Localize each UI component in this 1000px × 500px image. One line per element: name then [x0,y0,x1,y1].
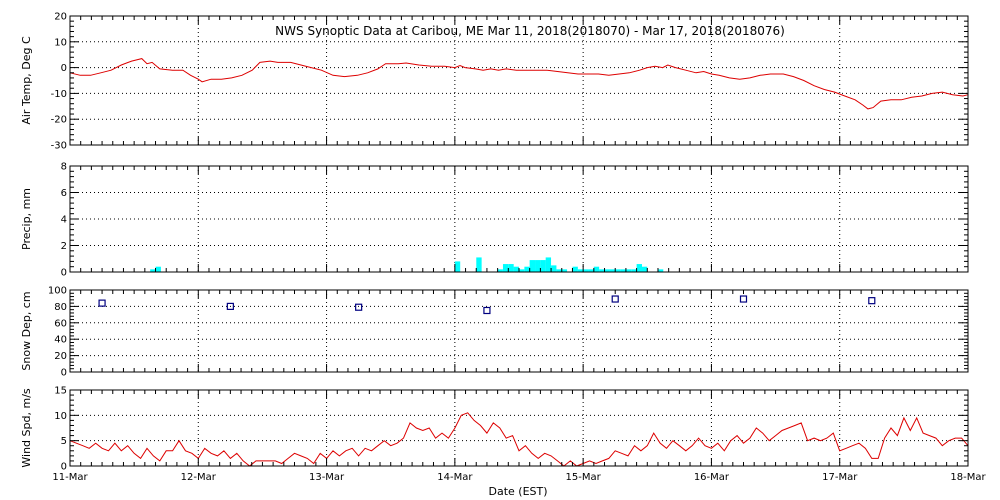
precip-bar [513,266,519,272]
y-tick-label: 0 [61,63,67,74]
snow-depth-point [355,303,363,311]
precip-bar [540,260,546,272]
precip-bar [155,266,161,272]
x-tick-label: 17-Mar [822,472,858,483]
precip-bar [577,269,584,272]
panel-frame [69,289,969,373]
precip-bar [561,269,568,272]
panel-precip: 0 2 4 6 8 Precip, mm [20,162,969,279]
precip-bar [588,269,594,272]
y-tick-label: 8 [61,162,67,173]
panel-snow-depth: 0 20 40 60 80 100 Snow Dep, cm [20,286,969,379]
air-temp-line [69,58,969,110]
precip-bar [572,266,578,272]
precip-bar [545,257,552,272]
y-tick-label: 0 [61,368,67,379]
air-temp-y-axis-label: Air Temp, Deg C [20,36,33,125]
chart-title: NWS Synoptic Data at Caribou, ME Mar 11,… [275,24,785,38]
x-tick-label: 13-Mar [309,472,345,483]
precip-bar [657,269,664,272]
y-tick-label: 4 [61,215,67,226]
precip-bar [535,260,541,272]
snow-depth-point [483,306,491,315]
precip-bar [497,269,503,272]
y-tick-label: -20 [51,115,67,126]
y-tick-label: 15 [54,386,67,397]
precip-bar [604,269,610,272]
y-tick-label: 60 [54,318,67,329]
precip-bar [593,266,600,272]
y-tick-label: 40 [54,335,67,346]
precip-bar [599,269,605,272]
x-tick-label: 16-Mar [694,472,730,483]
precip-bar [519,269,525,272]
snow-depth-point [868,297,876,305]
panel-air-temp: -30 -20 -10 0 10 20 Air Temp, Deg C [20,12,969,152]
y-tick-label: 80 [54,302,67,313]
snow-depth-y-axis-label: Snow Dep, cm [20,291,33,370]
precip-bar [476,257,482,272]
precip-bar [529,260,535,272]
x-tick-label: 11-Mar [52,472,88,483]
precip-bar [609,269,616,272]
wind-speed-line [69,412,969,467]
precip-bar [454,261,461,272]
precip-bar [615,269,621,272]
snow-depth-point [98,299,106,307]
y-tick-label: 2 [61,241,67,252]
x-tick-labels: 11-Mar 12-Mar 13-Mar 14-Mar 15-Mar 16-Mar 17-M… [52,472,986,483]
x-tick-label: 15-Mar [566,472,602,483]
y-tick-label: 20 [54,12,67,23]
snow-depth-point [226,302,234,310]
precip-bar [620,269,626,272]
precip-bar [636,264,642,272]
y-tick-label: 5 [61,436,67,447]
precip-y-axis-label: Precip, mm [20,188,33,250]
precip-bar [641,266,648,272]
precip-bar [150,269,156,272]
precip-bar [556,269,562,272]
y-tick-label: 6 [61,188,67,199]
y-tick-label: 10 [54,37,67,48]
precip-bar [524,266,530,272]
precip-bar [508,264,514,272]
precip-bar [502,264,509,272]
precip-bar [625,269,632,272]
snow-depth-point [611,295,619,303]
y-tick-label: 10 [54,411,67,422]
x-tick-label: 14-Mar [437,472,473,483]
precip-bar [551,265,557,272]
panels: -30 -20 -10 0 10 20 Air Temp, Deg C 0 2 4 6 8 Precip… [20,12,969,473]
wind-speed-y-axis-label: Wind Spd, m/s [20,388,33,468]
y-tick-label: -30 [51,141,67,152]
precip-bar [631,269,637,272]
y-tick-label: -10 [51,89,67,100]
y-tick-label: 0 [61,268,67,279]
snow-depth-point [739,295,748,303]
x-tick-label: 12-Mar [181,472,217,483]
panel-wind-speed: 0 5 10 15 Wind Spd, m/s [20,386,969,473]
panel-frame [69,389,969,467]
y-tick-label: 0 [61,462,67,473]
x-tick-label: 18-Mar [950,472,986,483]
y-tick-label: 20 [54,351,67,362]
y-tick-label: 100 [48,286,67,297]
x-axis-label: Date (EST) [488,485,547,498]
precip-bar [583,269,589,272]
